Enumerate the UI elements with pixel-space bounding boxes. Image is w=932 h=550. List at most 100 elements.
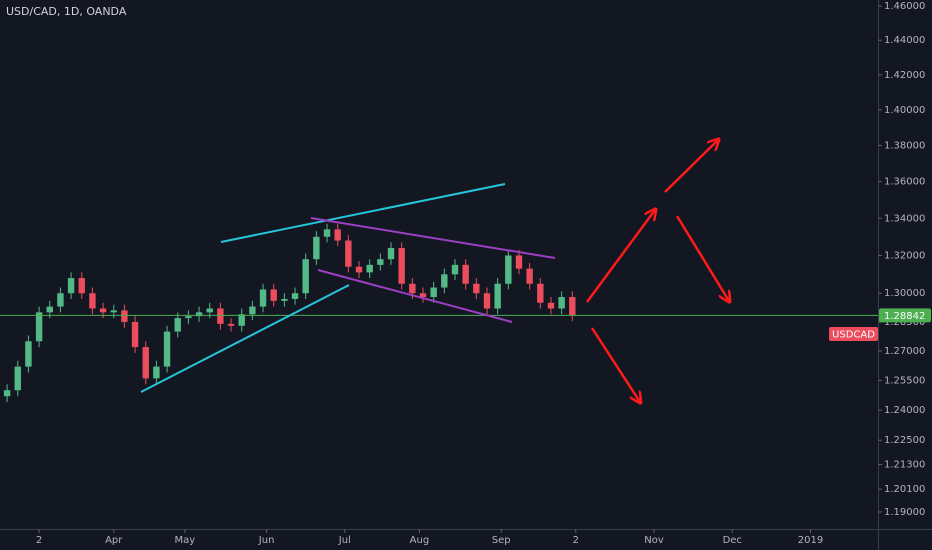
candle-body [483, 293, 491, 309]
candle-body [174, 318, 181, 332]
candle-body [334, 229, 341, 241]
candle-body [430, 287, 437, 298]
y-tick-label: 1.28500 [884, 317, 925, 328]
y-tick-label: 1.25500 [884, 375, 925, 386]
candle-body [249, 306, 256, 315]
candle-body [195, 312, 203, 317]
trendlines [140, 183, 556, 393]
candle-body [473, 283, 480, 294]
y-tick-label: 1.19000 [884, 507, 925, 518]
y-tick-label: 1.40000 [884, 105, 925, 116]
candle-body [99, 308, 107, 313]
candle-body [355, 266, 363, 273]
arrows [585, 140, 729, 402]
candle-body [526, 268, 533, 284]
candle-body [451, 264, 459, 275]
y-tick-label: 1.44000 [884, 35, 925, 46]
last-price-tag [879, 308, 931, 323]
candle-body [569, 297, 576, 316]
candle-body [377, 259, 384, 265]
x-tick-label: Aug [410, 535, 430, 546]
candle-body [366, 264, 373, 273]
trendline [140, 284, 350, 393]
symbol-tag [829, 327, 878, 341]
y-tick-label: 1.32000 [884, 250, 925, 261]
candle-body [78, 278, 85, 294]
trendline [317, 269, 513, 323]
candle-body [121, 310, 128, 322]
y-tick-label: 1.20100 [884, 484, 925, 495]
candle-body [505, 255, 512, 284]
candle-body [281, 298, 288, 301]
symbol-label: USDCAD [832, 330, 875, 341]
candle-body [441, 274, 448, 288]
last-price-label: 1.28842 [884, 311, 925, 322]
y-tick-label: 1.27000 [884, 346, 925, 357]
x-tick-label: Sep [492, 535, 511, 546]
candle-body [537, 283, 544, 303]
candle-body [25, 341, 32, 367]
candle-body [494, 283, 501, 309]
y-tick-label: 1.42000 [884, 70, 925, 81]
y-tick-label: 1.22500 [884, 435, 925, 446]
price-axis: 1.46000 1.44000 1.42000 1.40000 1.38000 1.360… [36, 1, 931, 546]
arrow [585, 210, 655, 303]
x-tick-label: 2019 [798, 535, 823, 546]
candle-body [547, 302, 555, 309]
candle-body [291, 293, 299, 299]
x-tick-label: Jun [258, 535, 275, 546]
candle-body [67, 278, 75, 294]
y-tick-label: 1.46000 [884, 1, 925, 12]
candle-body [206, 308, 213, 313]
arrow [675, 215, 729, 301]
candle-body [142, 347, 149, 379]
x-tick-label: Nov [644, 535, 664, 546]
candle-body [515, 255, 523, 269]
x-tick-label: Dec [723, 535, 742, 546]
candle-body [345, 240, 352, 267]
trendline [310, 217, 556, 259]
x-tick-label: Apr [105, 535, 123, 546]
y-tick-label: 1.38000 [884, 140, 925, 151]
x-tick-label: 2 [36, 535, 42, 546]
candle-body [227, 323, 235, 326]
candle-body [462, 264, 469, 284]
y-tick-label: 1.24000 [884, 405, 925, 416]
candle-body [153, 366, 160, 379]
candle-body [313, 236, 320, 260]
candle-body [163, 331, 171, 367]
x-tick-label: May [174, 535, 195, 546]
candle-body [419, 293, 427, 298]
candle-body [387, 247, 395, 260]
candle-body [185, 316, 192, 319]
x-tick-label: Jul [338, 535, 351, 546]
candles [0, 223, 878, 403]
candle-body [131, 321, 139, 348]
candle-body [409, 283, 416, 294]
chart-title: USD/CAD, 1D, OANDA [6, 5, 127, 18]
candle-body [270, 289, 277, 301]
candle-body [35, 312, 43, 342]
candle-body [302, 259, 309, 294]
candle-body [259, 289, 267, 307]
candle-body [3, 390, 11, 397]
candle-body [217, 308, 224, 324]
trendline [220, 183, 506, 243]
candle-body [57, 293, 64, 307]
candle-body [238, 314, 245, 326]
arrow [590, 327, 640, 402]
candle-body [14, 366, 21, 391]
y-tick-label: 1.34000 [884, 213, 925, 224]
candle-body [89, 293, 96, 309]
candle-body [46, 306, 53, 313]
y-tick-label: 1.21300 [884, 460, 925, 471]
y-tick-label: 1.36000 [884, 177, 925, 188]
y-tick-label: 1.30000 [884, 288, 925, 299]
arrow [664, 140, 718, 193]
candle-body [110, 310, 117, 313]
candle-body [398, 247, 405, 284]
candle-body [558, 297, 565, 309]
x-tick-label: 2 [573, 535, 579, 546]
